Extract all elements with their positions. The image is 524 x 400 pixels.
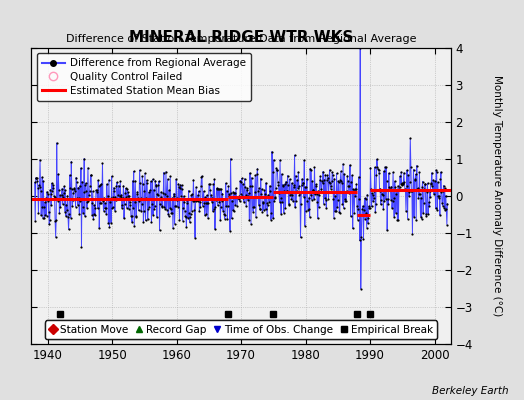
Legend: Station Move, Record Gap, Time of Obs. Change, Empirical Break: Station Move, Record Gap, Time of Obs. C… [45, 320, 438, 339]
Text: Difference of Station Temperature Data from Regional Average: Difference of Station Temperature Data f… [66, 34, 416, 44]
Text: Berkeley Earth: Berkeley Earth [432, 386, 508, 396]
Title: MINERAL RIDGE WTR WKS: MINERAL RIDGE WTR WKS [129, 30, 353, 46]
Y-axis label: Monthly Temperature Anomaly Difference (°C): Monthly Temperature Anomaly Difference (… [493, 75, 503, 317]
